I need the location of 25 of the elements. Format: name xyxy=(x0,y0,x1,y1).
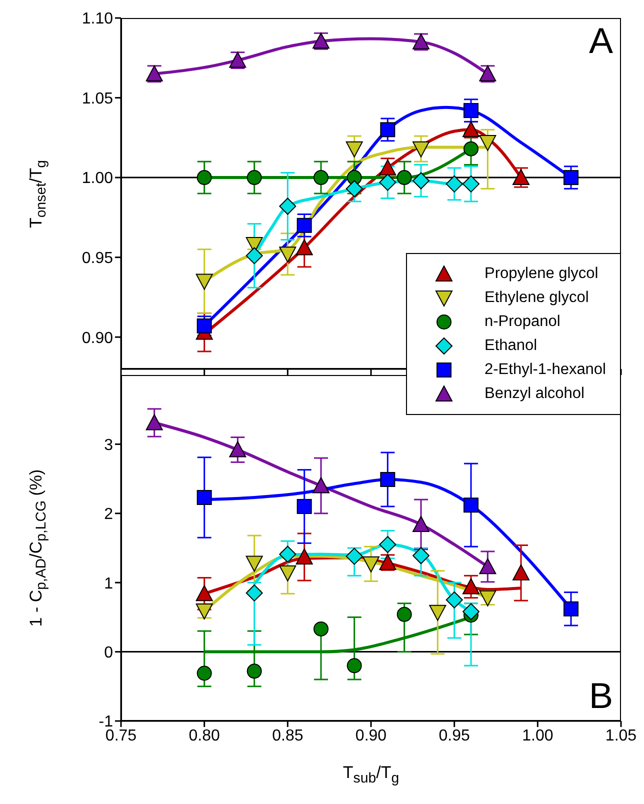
annotation: A xyxy=(588,20,613,62)
legend-label: Benzyl alcohol xyxy=(484,384,584,404)
annotation: B xyxy=(588,675,613,717)
y-tick-label: 3 xyxy=(104,436,114,454)
y-tick-label: 0 xyxy=(104,644,114,662)
legend-label: Ethanol xyxy=(484,336,538,356)
y-tick-label: 0.95 xyxy=(82,250,114,267)
x-tick-label: 0.90 xyxy=(355,727,387,744)
legend-label: Ethylene glycol xyxy=(484,288,589,308)
x-tick-label: 1.00 xyxy=(522,727,554,744)
y-tick-label: 1.05 xyxy=(82,90,114,108)
x-axis-title: T$_{sub}$/T$_{g}$ xyxy=(342,763,400,786)
x-tick-label: 0.95 xyxy=(438,727,470,744)
x-tick-label: 0.85 xyxy=(272,727,304,744)
x-tick-label: 1.05 xyxy=(605,727,637,744)
y-tick-label: 2 xyxy=(104,506,114,524)
y-tick-label: 1.00 xyxy=(82,170,114,188)
legend-label: 2-Ethyl-1-hexanol xyxy=(484,360,606,380)
y-tick-label: 1.10 xyxy=(82,10,114,28)
legend-label: n-Propanol xyxy=(484,312,560,332)
y-tick-label: 1 xyxy=(104,575,114,592)
x-tick-label: 0.80 xyxy=(188,727,220,744)
legend-label: Propylene glycol xyxy=(484,264,598,284)
y-tick-label: 0.90 xyxy=(82,330,114,347)
x-tick-label: 0.75 xyxy=(105,727,137,744)
